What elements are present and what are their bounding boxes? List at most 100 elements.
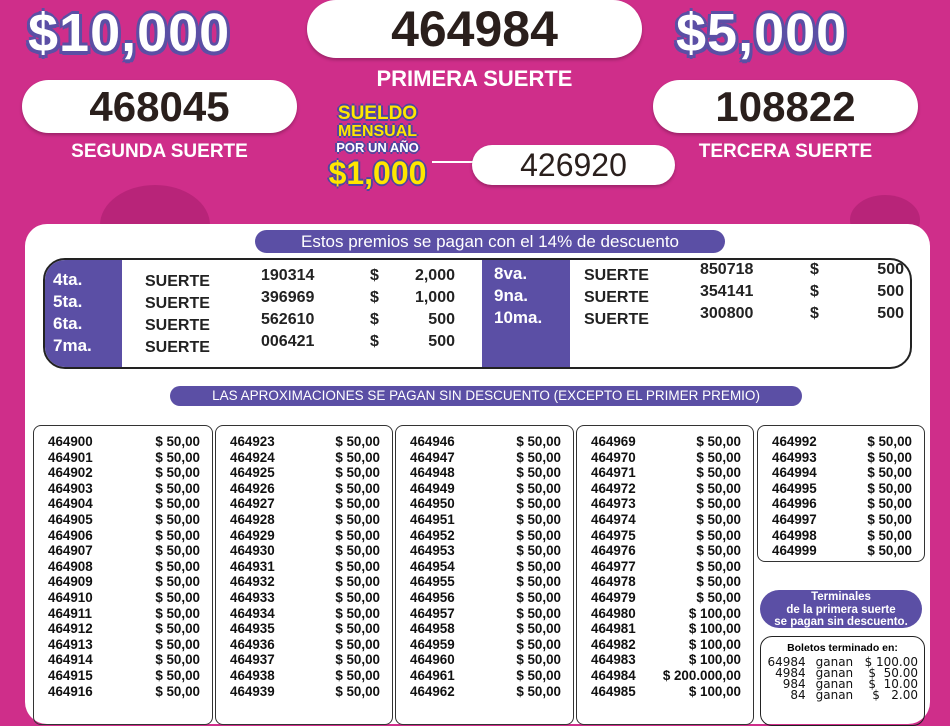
approx-number: 464946 bbox=[410, 434, 455, 449]
approx-row: 464911 $ 50,00 bbox=[48, 606, 200, 622]
approx-amount: $ 50,00 bbox=[516, 465, 561, 481]
approx-number: 464955 bbox=[410, 574, 455, 590]
approx-number: 464995 bbox=[772, 480, 817, 496]
approx-row: 464970 $ 50,00 bbox=[591, 450, 741, 466]
prize-place: 8va. bbox=[494, 264, 528, 283]
approx-row: 464902 $ 50,00 bbox=[48, 465, 200, 481]
approx-row: 464938 $ 50,00 bbox=[230, 668, 380, 684]
approx-number: 464938 bbox=[230, 667, 275, 683]
approx-amount: $ 100,00 bbox=[688, 605, 741, 621]
approx-number: 464952 bbox=[410, 527, 455, 543]
approx-number: 464977 bbox=[591, 558, 636, 574]
approx-row: 464979 $ 50,00 bbox=[591, 590, 741, 606]
approx-row: 464993 $ 50,00 bbox=[772, 450, 912, 466]
approx-row: 464910 $ 50,00 bbox=[48, 590, 200, 606]
approx-number: 464993 bbox=[772, 449, 817, 465]
approx-row: 464930 $ 50,00 bbox=[230, 543, 380, 559]
boleto-row: 64984 ganan $ 100.00 bbox=[767, 656, 918, 668]
approx-number: 464979 bbox=[591, 589, 636, 605]
approx-amount: $ 50,00 bbox=[516, 652, 561, 668]
approx-amount: $ 50,00 bbox=[516, 683, 561, 699]
approx-number: 464930 bbox=[230, 543, 275, 559]
prize-currency: $ bbox=[810, 283, 819, 300]
approx-amount: $ 50,00 bbox=[696, 589, 741, 605]
sueldo-line2: MENSUAL bbox=[337, 123, 418, 140]
approx-amount: $ 50,00 bbox=[516, 543, 561, 559]
approx-column: 464969 $ 50,00 464970 $ 50,00 464971 $ 50,00 4… bbox=[576, 425, 754, 725]
approx-amount: $ 50,00 bbox=[696, 449, 741, 465]
connector-line bbox=[432, 161, 477, 163]
approx-number: 464913 bbox=[48, 636, 93, 652]
approx-row: 464937 $ 50,00 bbox=[230, 652, 380, 668]
approx-row: 464952 $ 50,00 bbox=[410, 528, 561, 544]
prize-place: 5ta. bbox=[53, 292, 83, 311]
approx-row: 464953 $ 50,00 bbox=[410, 543, 561, 559]
approx-row: 464924 $ 50,00 bbox=[230, 450, 380, 466]
approx-amount: $ 50,00 bbox=[335, 605, 380, 621]
approx-number: 464982 bbox=[591, 636, 636, 652]
approx-number: 464915 bbox=[48, 667, 93, 683]
approx-amount: $ 50,00 bbox=[335, 465, 380, 481]
discount-banner: Estos premios se pagan con el 14% de des… bbox=[255, 230, 725, 253]
boleto-word: ganan bbox=[815, 688, 854, 702]
approx-amount: $ 50,00 bbox=[867, 496, 912, 512]
prize-word: SUERTE bbox=[145, 339, 210, 356]
approx-number: 464970 bbox=[591, 449, 636, 465]
approx-row: 464997 $ 50,00 bbox=[772, 512, 912, 528]
approx-number: 464978 bbox=[591, 574, 636, 590]
approx-number: 464902 bbox=[48, 465, 93, 481]
boleto-row: 984 ganan $ 10.00 bbox=[767, 678, 918, 690]
prize-currency: $ bbox=[810, 261, 819, 278]
approx-row: 464908 $ 50,00 bbox=[48, 559, 200, 575]
approx-number: 464906 bbox=[48, 527, 93, 543]
approx-number: 464924 bbox=[230, 449, 275, 465]
approx-row: 464980 $ 100,00 bbox=[591, 606, 741, 622]
approx-number: 464909 bbox=[48, 574, 93, 590]
prize-amount: 2,000 bbox=[414, 267, 455, 284]
approx-number: 464976 bbox=[591, 543, 636, 559]
approx-amount: $ 100,00 bbox=[688, 636, 741, 652]
approx-row: 464905 $ 50,00 bbox=[48, 512, 200, 528]
approx-row: 464972 $ 50,00 bbox=[591, 481, 741, 497]
approx-number: 464950 bbox=[410, 496, 455, 512]
prize-place: 6ta. bbox=[53, 314, 83, 333]
approx-row: 464975 $ 50,00 bbox=[591, 528, 741, 544]
approx-number: 464905 bbox=[48, 511, 93, 527]
approx-number: 464971 bbox=[591, 465, 636, 481]
approx-amount: $ 50,00 bbox=[516, 434, 561, 449]
approx-row: 464926 $ 50,00 bbox=[230, 481, 380, 497]
approx-row: 464971 $ 50,00 bbox=[591, 465, 741, 481]
approx-amount: $ 50,00 bbox=[335, 543, 380, 559]
approx-number: 464972 bbox=[591, 480, 636, 496]
approx-number: 464900 bbox=[48, 434, 93, 449]
prize-number: 300800 bbox=[700, 305, 754, 322]
approx-amount: $ 50,00 bbox=[155, 636, 200, 652]
approx-number: 464925 bbox=[230, 465, 275, 481]
approx-amount: $ 50,00 bbox=[335, 558, 380, 574]
prize-number: 354141 bbox=[700, 283, 754, 300]
approx-column: 464946 $ 50,00 464947 $ 50,00 464948 $ 50,00 4… bbox=[395, 425, 574, 725]
place-column-left bbox=[45, 260, 122, 367]
approx-number: 464992 bbox=[772, 434, 817, 449]
tercera-label: TERCERA SUERTE bbox=[698, 141, 873, 162]
approx-row: 464982 $ 100,00 bbox=[591, 637, 741, 653]
approx-amount: $ 50,00 bbox=[867, 480, 912, 496]
approx-row: 464904 $ 50,00 bbox=[48, 496, 200, 512]
approx-amount: $ 50,00 bbox=[155, 480, 200, 496]
approx-number: 464947 bbox=[410, 449, 455, 465]
approx-amount: $ 50,00 bbox=[516, 480, 561, 496]
prize-currency: $ bbox=[810, 305, 819, 322]
approx-amount: $ 50,00 bbox=[155, 683, 200, 699]
approx-row: 464939 $ 50,00 bbox=[230, 684, 380, 700]
approx-row: 464978 $ 50,00 bbox=[591, 574, 741, 590]
approx-row: 464977 $ 50,00 bbox=[591, 559, 741, 575]
approx-number: 464953 bbox=[410, 543, 455, 559]
approx-number: 464908 bbox=[48, 558, 93, 574]
approx-amount: $ 50,00 bbox=[516, 558, 561, 574]
approx-amount: $ 50,00 bbox=[335, 636, 380, 652]
sueldo-amount: $1,000 bbox=[328, 155, 427, 191]
approx-row: 464959 $ 50,00 bbox=[410, 637, 561, 653]
approx-row: 464933 $ 50,00 bbox=[230, 590, 380, 606]
approx-number: 464910 bbox=[48, 589, 93, 605]
approx-row: 464906 $ 50,00 bbox=[48, 528, 200, 544]
